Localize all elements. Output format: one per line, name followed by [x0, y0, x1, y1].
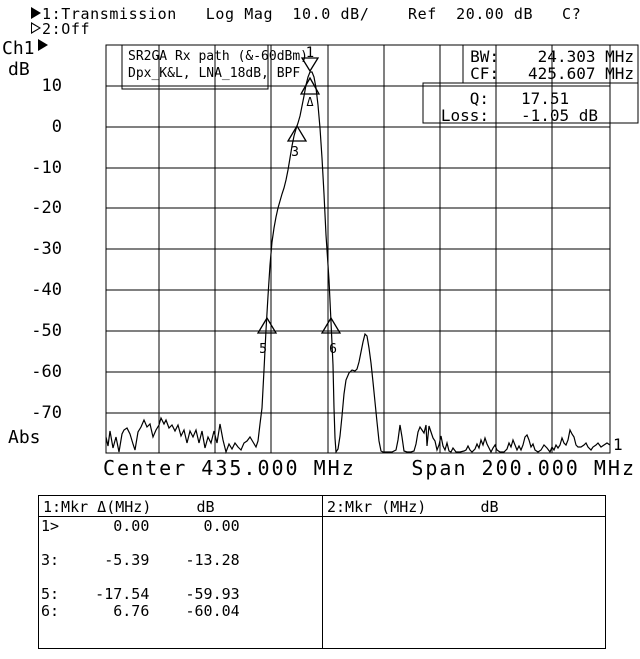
- y-tick: -50: [31, 321, 62, 341]
- marker-delta-label: Δ: [306, 95, 314, 109]
- bw-label: BW:: [470, 47, 499, 66]
- trace-title-line1: SR2GA Rx path (&-60dBm): [128, 49, 309, 64]
- title-box: [121, 44, 269, 90]
- q-label: Q:: [469, 89, 489, 108]
- marker-6-label: 6: [329, 342, 337, 357]
- plot-svg: 1 Δ 3 5 6: [105, 44, 639, 455]
- y-tick: 0: [51, 117, 62, 137]
- markers: 1 Δ 3 5 6: [256, 45, 342, 357]
- marker-delta-symbol: [299, 76, 321, 95]
- y-tick: -60: [31, 362, 62, 382]
- q-loss-box: [422, 82, 639, 124]
- cf-label: CF:: [470, 64, 499, 83]
- marker-1-label: 1: [306, 45, 314, 61]
- x-axis-center: Center 435.000 MHz: [103, 456, 356, 480]
- marker-table-left-rows: 1> 0.00 0.00 3: -5.39 -13.28 5: -17.54 -…: [41, 517, 240, 620]
- q-value: 17.51: [521, 89, 570, 108]
- marker-table-divider: [322, 496, 323, 648]
- graticule: [105, 44, 611, 454]
- trace-title-line2: Dpx_K&L, LNA_18dB, BPF: [128, 66, 301, 81]
- x-axis-span: Span 200.000 MHz: [411, 456, 636, 480]
- loss-label: Loss:: [440, 106, 489, 125]
- trace-polyline: [105, 71, 611, 455]
- marker-5-symbol: [256, 316, 278, 334]
- channel-marker-icon: [38, 39, 48, 51]
- marker-table-right-header: 2:Mkr (MHz) dB: [327, 498, 499, 516]
- marker-table-header-rule: [39, 516, 605, 517]
- y-tick: -40: [31, 280, 62, 300]
- annotation-boxes: [121, 44, 639, 124]
- header-line1-text: 1:Transmission Log Mag 10.0 dB/ Ref 20.0…: [42, 5, 582, 23]
- marker-table: 1:Mkr Δ(MHz) dB 2:Mkr (MHz) dB 1> 0.00 0…: [38, 495, 606, 649]
- channel-2-inactive-icon: [31, 22, 41, 34]
- trace-number-label: 1: [613, 435, 623, 454]
- y-tick: -20: [31, 198, 62, 218]
- y-tick: -10: [31, 158, 62, 178]
- y-axis-unit: dB: [8, 59, 30, 80]
- abs-label: Abs: [8, 427, 41, 448]
- y-tick: -30: [31, 239, 62, 259]
- header-line2-text: 2:Off: [42, 20, 91, 38]
- channel-1-active-icon: [31, 7, 41, 19]
- marker-3-label: 3: [291, 145, 299, 160]
- channel-label: Ch1: [2, 38, 35, 59]
- marker-table-left-header: 1:Mkr Δ(MHz) dB: [43, 498, 215, 516]
- bw-value: 24.303 MHz: [537, 47, 634, 66]
- y-tick: 10: [41, 76, 62, 96]
- cf-value: 425.607 MHz: [528, 64, 634, 83]
- marker-6-symbol: [320, 316, 342, 334]
- y-tick: -70: [31, 403, 62, 423]
- marker-3-symbol: [286, 124, 308, 142]
- marker-1-symbol: [300, 57, 320, 73]
- marker-5-label: 5: [259, 342, 267, 357]
- loss-value: -1.05 dB: [521, 106, 599, 125]
